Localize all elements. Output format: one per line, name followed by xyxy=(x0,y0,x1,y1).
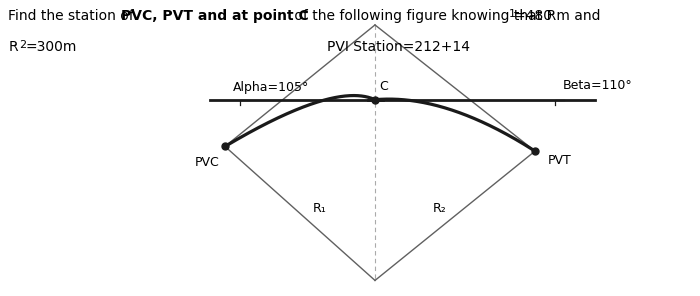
Text: Beta=110°: Beta=110° xyxy=(563,79,632,92)
Text: =480 m and: =480 m and xyxy=(514,9,601,23)
Text: R₂: R₂ xyxy=(433,202,447,215)
Text: PVC: PVC xyxy=(195,156,220,169)
Text: of the following figure knowing that R: of the following figure knowing that R xyxy=(290,9,556,23)
Text: 2: 2 xyxy=(20,40,27,50)
Text: PVI Station=212+14: PVI Station=212+14 xyxy=(328,40,470,54)
Text: PVC, PVT and at point C: PVC, PVT and at point C xyxy=(121,9,309,23)
Text: Find the station of: Find the station of xyxy=(8,9,139,23)
Text: C: C xyxy=(379,81,388,94)
Text: PVT: PVT xyxy=(547,154,571,167)
Text: =300m: =300m xyxy=(25,40,76,54)
Text: Alpha=105°: Alpha=105° xyxy=(232,81,309,94)
Text: R: R xyxy=(8,40,18,54)
Text: R₁: R₁ xyxy=(313,202,327,215)
Text: 1: 1 xyxy=(509,9,516,19)
